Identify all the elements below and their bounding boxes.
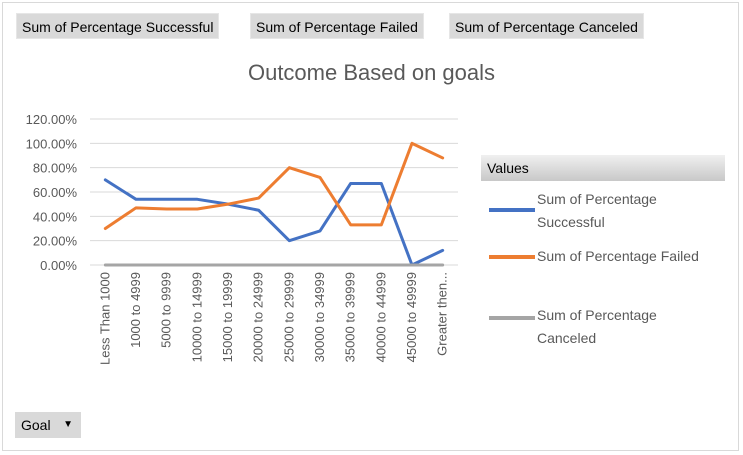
field-button-successful[interactable]: Sum of Percentage Successful bbox=[16, 13, 220, 39]
x-tick-label: 10000 to 14999 bbox=[189, 272, 204, 362]
series-line-successful bbox=[103, 178, 445, 267]
x-tick-label: Less Than 1000 bbox=[97, 272, 112, 365]
field-button-canceled[interactable]: Sum of Percentage Canceled bbox=[449, 13, 644, 39]
x-tick-label: Greater then... bbox=[435, 272, 450, 356]
dropdown-arrow-icon: ▼ bbox=[63, 419, 73, 430]
chart-title: Outcome Based on goals bbox=[247, 60, 496, 85]
field-button-failed[interactable]: Sum of Percentage Failed bbox=[250, 13, 424, 39]
x-tick-label: 30000 to 34999 bbox=[312, 272, 327, 362]
legend-label-canceled: Sum of Percentage Canceled bbox=[537, 307, 657, 346]
legend-swatch-successful bbox=[489, 208, 535, 212]
legend-swatch-canceled bbox=[489, 316, 535, 320]
legend-label-failed: Sum of Percentage Failed bbox=[537, 248, 699, 264]
x-tick-label: 45000 to 49999 bbox=[404, 272, 419, 362]
y-tick-label: 100.00% bbox=[26, 136, 78, 151]
x-tick-label: 35000 to 39999 bbox=[343, 272, 358, 362]
y-tick-label: 20.00% bbox=[33, 234, 78, 249]
x-tick-label: 25000 to 29999 bbox=[281, 272, 296, 362]
chart-frame bbox=[2, 2, 739, 451]
y-tick-label: 0.00% bbox=[40, 258, 77, 273]
y-tick-label: 40.00% bbox=[33, 209, 78, 224]
legend-label-successful: Sum of Percentage Successful bbox=[537, 191, 657, 230]
x-tick-label: 15000 to 19999 bbox=[220, 272, 235, 362]
x-tick-label: 20000 to 24999 bbox=[251, 272, 266, 362]
x-tick-label: 40000 to 44999 bbox=[373, 272, 388, 362]
legend-swatch-failed bbox=[489, 255, 535, 259]
legend-header: Values bbox=[481, 155, 725, 181]
y-tick-label: 80.00% bbox=[33, 161, 78, 176]
x-tick-label: 5000 to 9999 bbox=[159, 272, 174, 348]
y-tick-label: 120.00% bbox=[26, 112, 78, 127]
series-line-failed bbox=[103, 141, 445, 230]
goal-filter-label: Goal bbox=[21, 417, 51, 433]
x-tick-label: 1000 to 4999 bbox=[128, 272, 143, 348]
goal-filter-button[interactable]: Goal ▼ bbox=[15, 412, 81, 438]
y-tick-label: 60.00% bbox=[33, 185, 78, 200]
